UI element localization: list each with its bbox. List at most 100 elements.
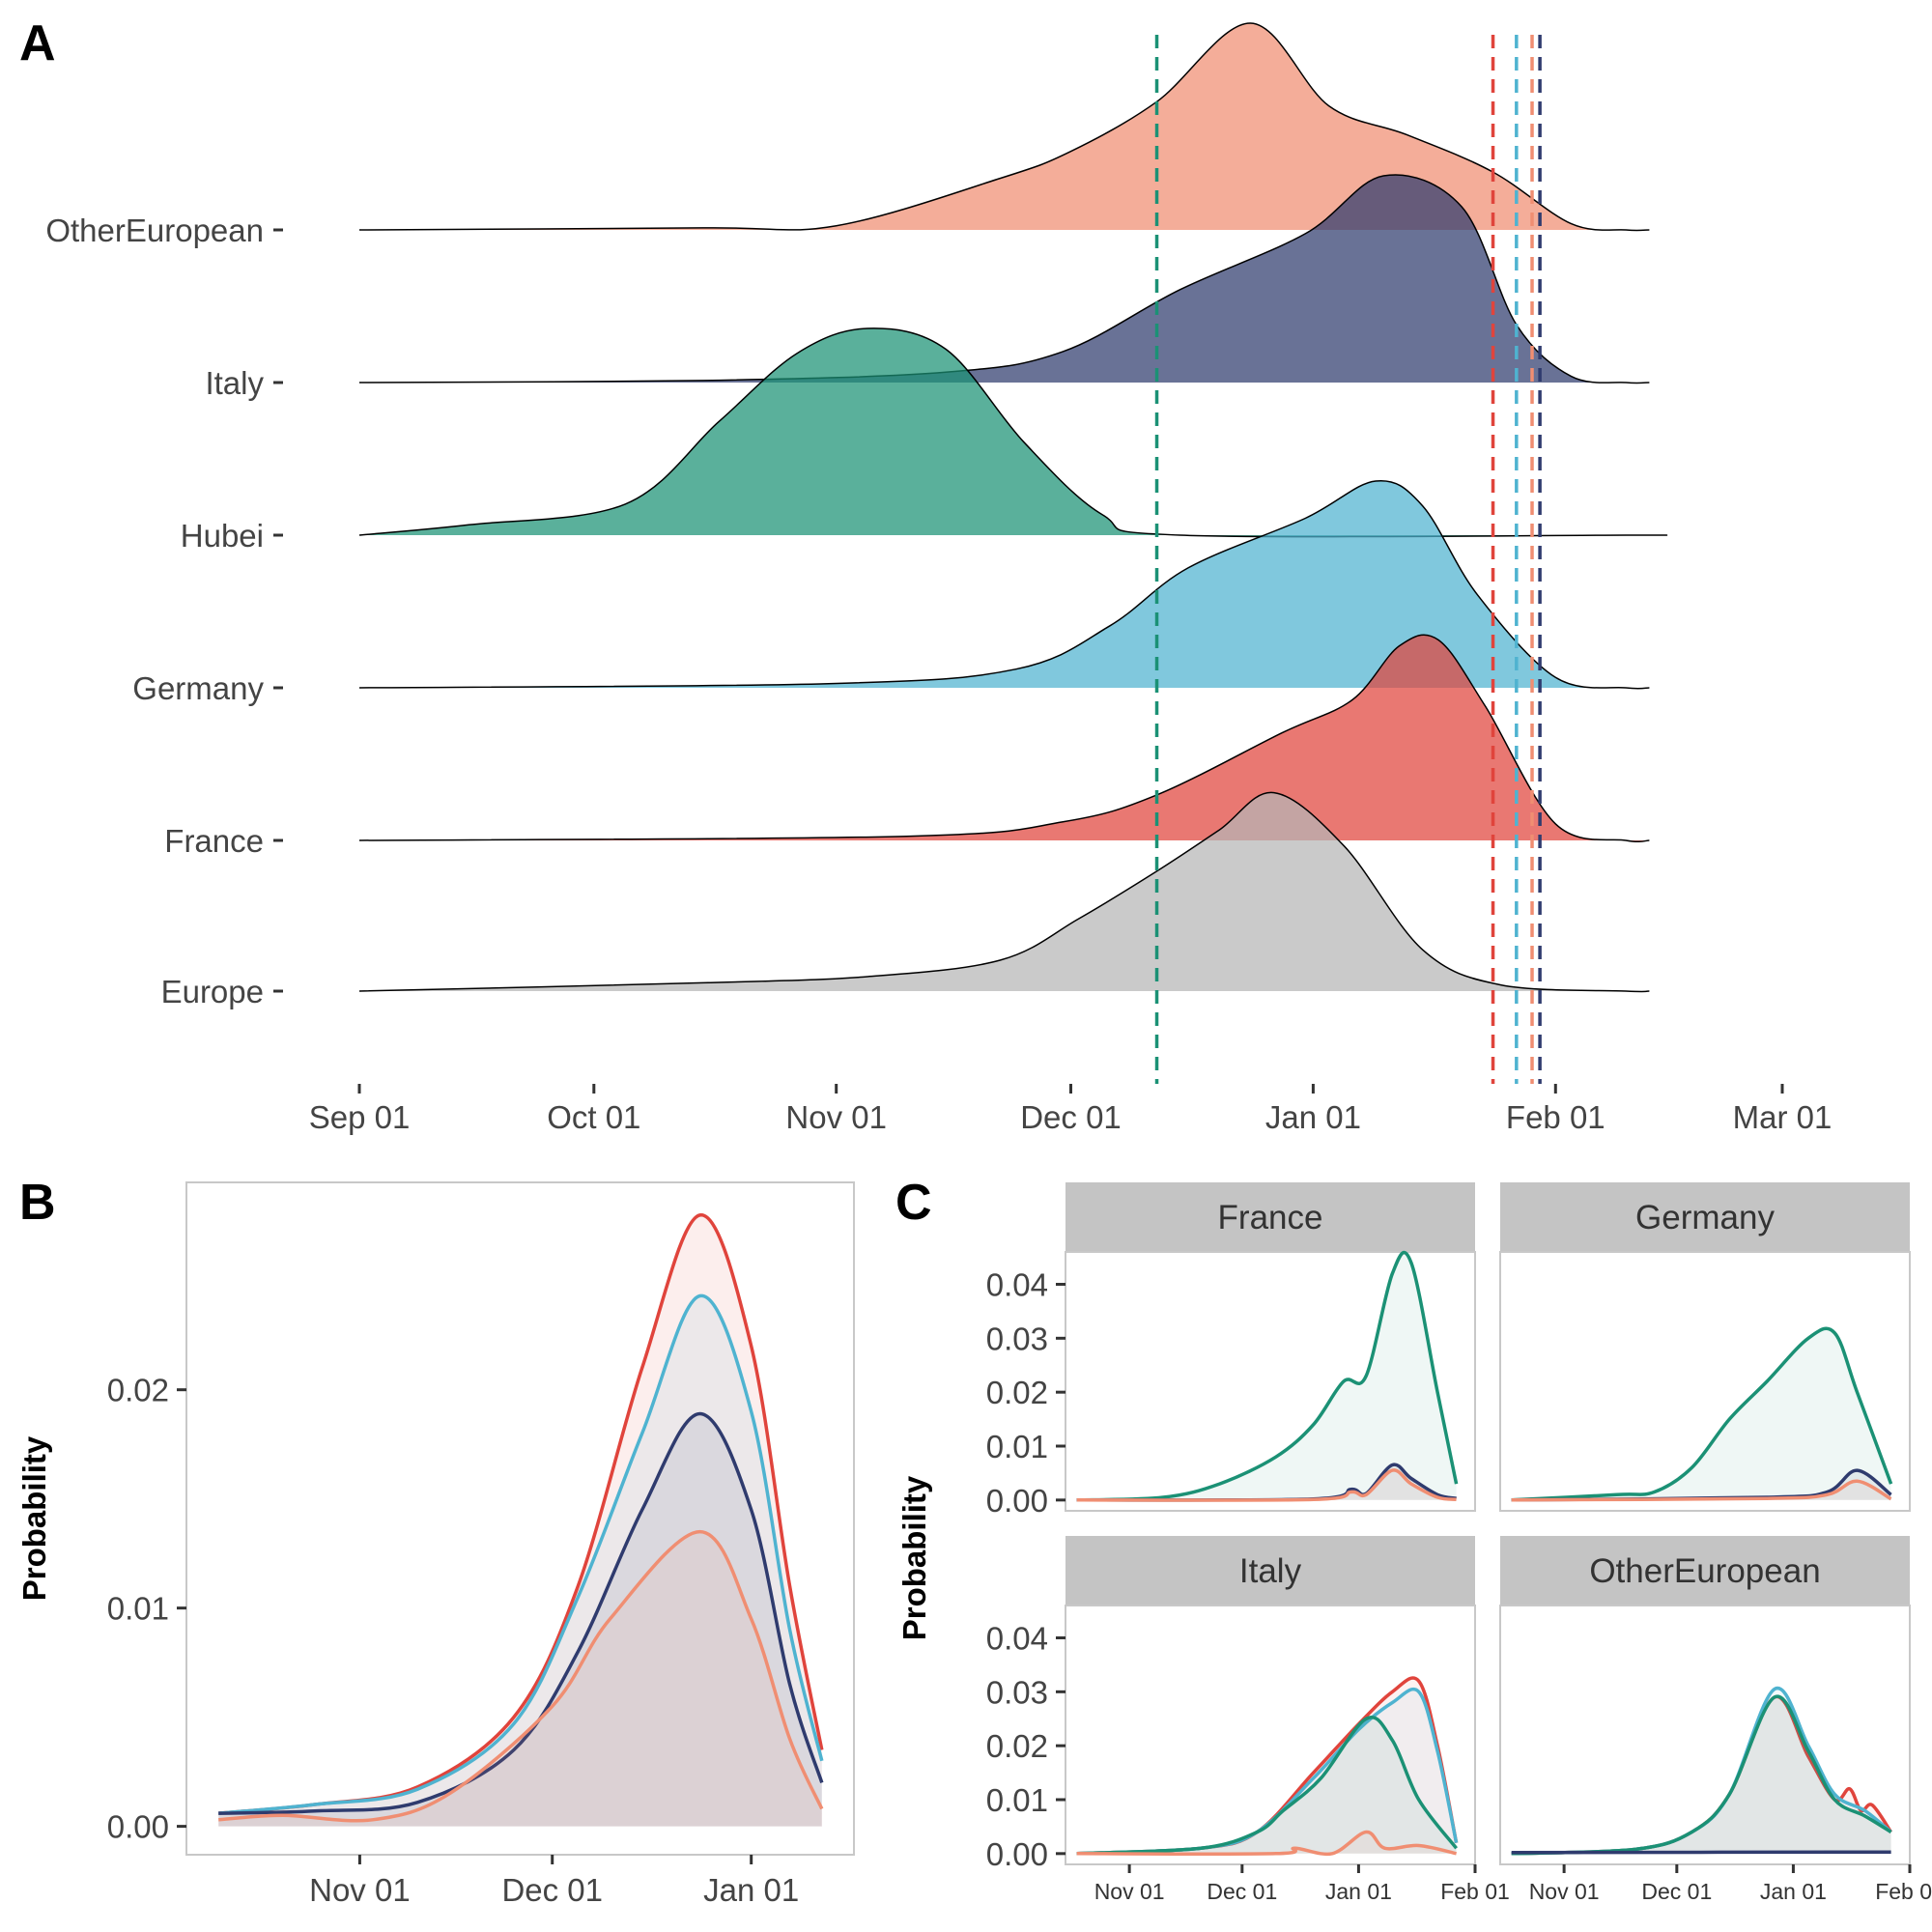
y-tick-label-0.04: 0.04 (986, 1621, 1048, 1657)
line-othereuropean (1511, 1479, 1892, 1502)
panel-c-facet-charts: France 0.00 0.01 0.02 0.03 0.04 Germany Italy 0.… (896, 1182, 1932, 1904)
ridge-area-italy (359, 174, 1650, 384)
y-tick-label-europe: Europe (161, 974, 264, 1009)
x-tick-label-mar-01: Mar 01 (1733, 1099, 1833, 1135)
facet-plot-area-germany (1499, 1251, 1911, 1512)
facet-italy: Italy 0.00 0.01 0.02 0.03 0.04 Nov 01 Dec 01 Jan… (986, 1536, 1510, 1904)
x-tick-label-sep-01: Sep 01 (309, 1099, 411, 1135)
line-othereuropean (1076, 1830, 1457, 1857)
line-italy (218, 1411, 824, 1815)
y-tick-label-0.04: 0.04 (986, 1267, 1048, 1303)
area-hubei (1076, 1717, 1457, 1854)
area-othereuropean (1076, 1832, 1457, 1855)
panel-a-label: A (19, 15, 56, 71)
line-germany (218, 1293, 824, 1815)
panel-a-ridgeline-chart: OtherEuropean Italy Hubei Germany France Euro… (45, 22, 1833, 1135)
area-hubei (1076, 1252, 1457, 1500)
line-hubei (1511, 1326, 1893, 1502)
x-tick-label-feb-01: Feb 01 (1875, 1879, 1932, 1904)
y-tick-label-0.00: 0.00 (107, 1809, 169, 1845)
ridge-outline-europe (358, 791, 1650, 993)
facet-series-othereuropean-italy (1511, 1850, 1891, 1855)
facet-plot-area-othereuropean (1499, 1605, 1911, 1865)
y-axis-title: Probability (16, 1435, 52, 1601)
y-tick-label-0.02: 0.02 (986, 1375, 1048, 1410)
series-germany (218, 1293, 824, 1827)
ridge-area-hubei (359, 327, 1667, 537)
facet-title-france: France (1218, 1199, 1323, 1236)
x-tick-label-dec-01: Dec 01 (1020, 1099, 1122, 1135)
area-italy (218, 1413, 822, 1827)
x-tick-label-nov-01: Nov 01 (309, 1872, 411, 1908)
area-germany (1511, 1688, 1891, 1854)
panel-b-label: B (19, 1175, 56, 1231)
facet-series-germany-othereuropean (1511, 1479, 1892, 1502)
ridge-area-france (359, 635, 1650, 842)
facet-germany: Germany (1499, 1182, 1911, 1512)
ridge-outline-italy (358, 174, 1650, 384)
x-tick-label-dec-01: Dec 01 (1207, 1879, 1277, 1904)
area-hubei (1511, 1696, 1891, 1854)
facet-title-germany: Germany (1635, 1199, 1775, 1236)
x-tick-label-nov-01: Nov 01 (1094, 1879, 1165, 1904)
x-tick-label-dec-01: Dec 01 (501, 1872, 603, 1908)
area-othereuropean (1076, 1469, 1457, 1501)
y-tick-label-0.01: 0.01 (107, 1591, 169, 1627)
facet-othereuropean: OtherEuropean Nov 01 Dec 01 Jan 01 Feb 01 (1499, 1536, 1932, 1904)
area-france (1511, 1696, 1891, 1854)
x-tick-label-jan-01: Jan 01 (1760, 1879, 1827, 1904)
facet-plot-area-france (1065, 1251, 1476, 1512)
line-hubei (1076, 1250, 1459, 1502)
y-tick-label-0.03: 0.03 (986, 1674, 1048, 1710)
line-hubei (1076, 1716, 1458, 1856)
y-tick-label-0.02: 0.02 (107, 1373, 169, 1408)
ridge-outline-othereuropean (358, 22, 1650, 232)
facet-series-germany-hubei (1511, 1326, 1893, 1502)
y-tick-label-0.01: 0.01 (986, 1429, 1048, 1464)
y-tick-label-0.01: 0.01 (986, 1782, 1048, 1818)
facet-strip-italy (1065, 1536, 1475, 1605)
y-tick-label-0.03: 0.03 (986, 1321, 1048, 1356)
x-tick-label-oct-01: Oct 01 (547, 1099, 640, 1135)
y-axis-title: Probability (896, 1475, 932, 1640)
line-othereuropean (218, 1529, 824, 1823)
x-tick-label-dec-01: Dec 01 (1641, 1879, 1712, 1904)
area-france (218, 1214, 822, 1827)
series-othereuropean (218, 1529, 824, 1827)
x-tick-label-jan-01: Jan 01 (703, 1872, 799, 1908)
ridge-germany (358, 479, 1650, 690)
facet-series-italy-othereuropean (1076, 1830, 1457, 1857)
ridge-france (358, 634, 1650, 843)
facet-series-othereuropean-hubei (1511, 1694, 1892, 1856)
x-tick-label-nov-01: Nov 01 (785, 1099, 887, 1135)
line-othereuropean (1076, 1468, 1457, 1502)
ridge-area-othereuropean (359, 22, 1650, 231)
facet-title-italy: Italy (1239, 1552, 1302, 1590)
facet-title-othereuropean: OtherEuropean (1589, 1552, 1820, 1590)
x-tick-label-nov-01: Nov 01 (1529, 1879, 1600, 1904)
ridge-area-germany (359, 480, 1650, 689)
series-italy (218, 1411, 824, 1827)
area-italy (1511, 1470, 1891, 1500)
line-italy (1511, 1850, 1891, 1855)
x-tick-label-feb-01: Feb 01 (1506, 1099, 1605, 1135)
line-hubei (1511, 1694, 1892, 1856)
y-tick-label-0.00: 0.00 (986, 1483, 1048, 1519)
area-germany (1076, 1689, 1457, 1854)
ridge-othereuropean (358, 22, 1650, 232)
x-tick-label-feb-01: Feb 01 (1440, 1879, 1510, 1904)
y-tick-label-othereuropean: OtherEuropean (45, 213, 264, 248)
area-germany (218, 1295, 822, 1827)
y-tick-label-hubei: Hubei (181, 518, 264, 554)
ridge-italy (358, 174, 1650, 384)
y-tick-label-italy: Italy (205, 365, 264, 401)
ridge-outline-germany (358, 479, 1650, 690)
area-othereuropean (218, 1531, 822, 1827)
facet-france: France 0.00 0.01 0.02 0.03 0.04 (986, 1182, 1476, 1519)
x-tick-label-jan-01: Jan 01 (1265, 1099, 1361, 1135)
facet-series-italy-hubei (1076, 1716, 1458, 1856)
facet-strip-france (1065, 1182, 1475, 1252)
y-tick-label-germany: Germany (132, 670, 264, 706)
ridge-europe (358, 791, 1650, 993)
